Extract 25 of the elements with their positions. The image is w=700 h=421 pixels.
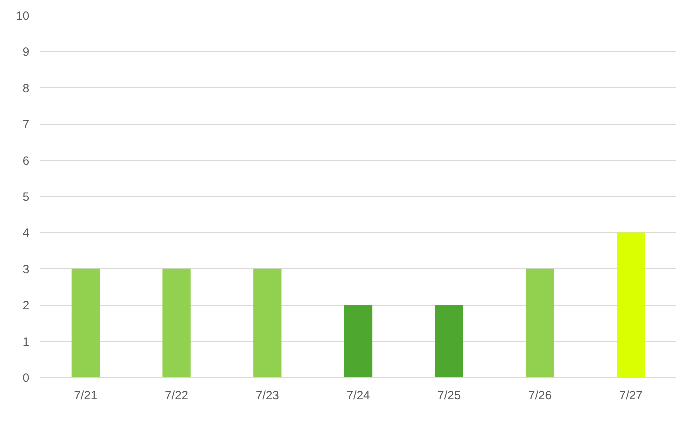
x-tick-label: 7/25 xyxy=(438,388,462,402)
y-tick-label: 7 xyxy=(22,118,30,132)
y-tick-label: 9 xyxy=(22,45,30,60)
x-tick-label: 7/24 xyxy=(346,388,371,402)
x-tick-label: 7/21 xyxy=(74,388,98,402)
y-tick-label: 3 xyxy=(22,262,30,276)
bar xyxy=(435,305,464,378)
x-tick-label: 7/27 xyxy=(619,388,644,402)
x-tick-label: 7/23 xyxy=(256,388,280,402)
y-tick-label: 8 xyxy=(22,81,30,96)
y-tick-label: 4 xyxy=(22,226,30,240)
y-tick-label: 1 xyxy=(22,334,30,349)
y-tick-label: 2 xyxy=(22,298,30,313)
y-tick-label: 6 xyxy=(22,154,30,168)
bar xyxy=(72,268,100,378)
y-tick-label: 0 xyxy=(22,371,30,385)
y-tick-label: 5 xyxy=(22,190,30,204)
x-tick-label: 7/26 xyxy=(528,388,552,402)
bar xyxy=(254,268,282,378)
bar xyxy=(162,268,191,378)
bar xyxy=(526,268,554,378)
bar xyxy=(344,305,373,378)
bar xyxy=(616,232,646,378)
x-tick-label: 7/22 xyxy=(165,388,189,402)
y-tick-label: 10 xyxy=(16,9,30,23)
